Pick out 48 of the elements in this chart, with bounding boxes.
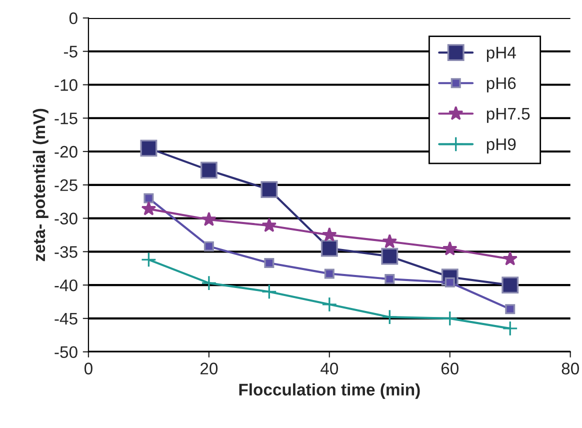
x-tick-label: 60: [441, 362, 459, 374]
point: [505, 304, 516, 314]
legend-label: pH7.5: [486, 108, 530, 123]
x-axis-title: Flocculation time (min): [239, 383, 420, 399]
y-tick-label: -30: [54, 212, 78, 224]
point: [502, 251, 518, 266]
y-tick-label: -20: [54, 146, 78, 158]
point: [144, 193, 154, 204]
point: [502, 276, 519, 294]
y-tick-label: -10: [54, 79, 78, 91]
legend-label: pH9: [486, 138, 516, 154]
point: [322, 296, 338, 312]
point: [202, 212, 216, 226]
x-tick-label: 40: [320, 362, 338, 374]
point: [140, 252, 156, 268]
legend-label: pH6: [486, 77, 516, 92]
point: [261, 284, 277, 300]
y-tick-label: -25: [54, 179, 78, 192]
point: [442, 310, 458, 326]
point: [140, 140, 158, 157]
x-tick-label: 0: [84, 362, 92, 374]
legend-label: pH4: [486, 46, 516, 62]
point: [442, 241, 458, 256]
point: [320, 240, 338, 257]
point: [384, 274, 395, 284]
y-tick-label: 0: [69, 12, 78, 24]
x-tick-label: 80: [562, 362, 579, 374]
point: [141, 201, 156, 216]
y-tick-label: -50: [54, 346, 78, 358]
point: [204, 241, 214, 252]
point: [324, 268, 334, 279]
y-tick-label: -5: [64, 46, 78, 58]
y-axis-title: zeta- potential (mV): [32, 108, 48, 262]
y-tick-label: -40: [54, 279, 78, 292]
y-tick-label: -45: [54, 313, 78, 325]
point: [322, 227, 337, 242]
point: [262, 218, 277, 232]
point: [260, 181, 278, 198]
point: [201, 275, 217, 291]
point: [382, 309, 398, 325]
point: [264, 258, 274, 268]
point: [502, 320, 518, 336]
point: [382, 234, 398, 248]
point: [200, 162, 218, 179]
x-tick-label: 20: [200, 362, 218, 374]
y-tick-label: -15: [54, 112, 78, 124]
y-tick-label: -35: [54, 246, 78, 258]
point: [381, 248, 398, 265]
